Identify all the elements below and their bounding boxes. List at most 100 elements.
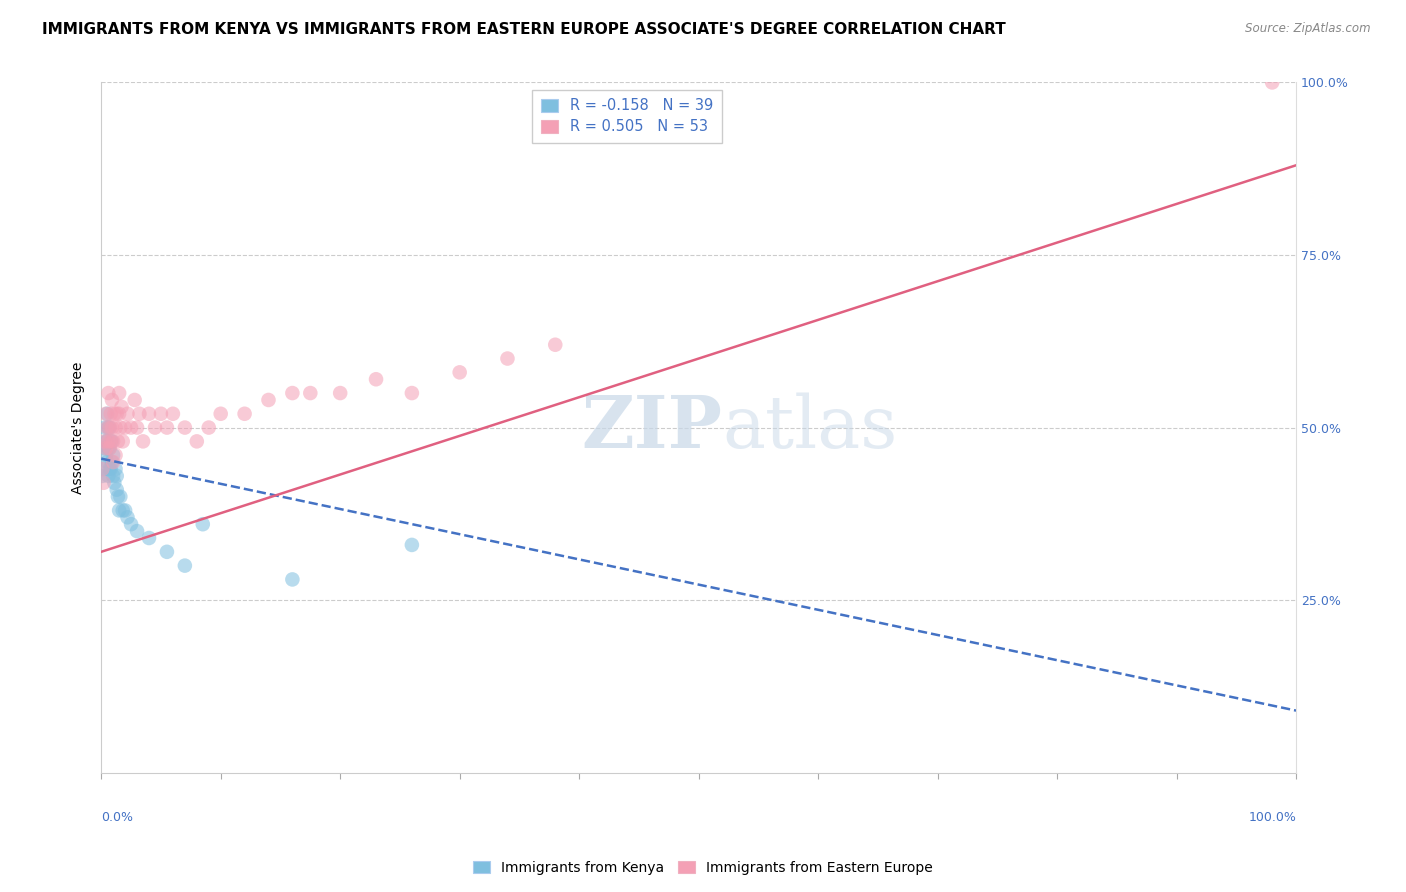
Point: [117, 407, 139, 421]
Point: [100, 434, 122, 449]
Point: [97, 386, 120, 401]
Point: [105, 483, 128, 497]
Point: [120, 517, 142, 532]
Point: [94, 434, 117, 449]
Point: [544, 337, 567, 351]
Point: [449, 365, 471, 379]
Point: [209, 407, 232, 421]
Point: [93, 462, 115, 476]
Point: [97, 469, 120, 483]
Point: [173, 420, 195, 434]
Legend: R = -0.158   N = 39, R = 0.505   N = 53: R = -0.158 N = 39, R = 0.505 N = 53: [531, 90, 721, 143]
Point: [101, 434, 124, 449]
Point: [111, 503, 134, 517]
Point: [110, 490, 132, 504]
Point: [94, 442, 117, 456]
Text: IMMIGRANTS FROM KENYA VS IMMIGRANTS FROM EASTERN EUROPE ASSOCIATE'S DEGREE CORRE: IMMIGRANTS FROM KENYA VS IMMIGRANTS FROM…: [42, 22, 1005, 37]
Point: [156, 420, 179, 434]
Point: [107, 490, 129, 504]
Point: [108, 386, 131, 401]
Point: [364, 372, 387, 386]
Point: [94, 407, 117, 421]
Point: [125, 420, 148, 434]
Point: [401, 386, 423, 401]
Point: [162, 407, 184, 421]
Point: [114, 420, 136, 434]
Point: [107, 434, 129, 449]
Point: [105, 469, 128, 483]
Point: [103, 475, 125, 490]
Point: [124, 392, 146, 407]
Point: [97, 442, 120, 456]
Point: [281, 573, 304, 587]
Point: [98, 442, 121, 456]
Point: [104, 462, 127, 476]
Point: [138, 407, 160, 421]
Point: [105, 407, 128, 421]
Point: [110, 420, 132, 434]
Point: [104, 448, 127, 462]
Point: [186, 434, 208, 449]
Point: [197, 420, 219, 434]
Point: [257, 392, 280, 407]
Text: 0.0%: 0.0%: [101, 811, 134, 823]
Point: [281, 386, 304, 401]
Point: [1261, 75, 1284, 89]
Point: [97, 434, 120, 449]
Point: [100, 434, 122, 449]
Point: [138, 531, 160, 545]
Point: [98, 462, 121, 476]
Point: [101, 420, 124, 434]
Text: 100.0%: 100.0%: [1249, 811, 1296, 823]
Point: [233, 407, 256, 421]
Point: [125, 524, 148, 538]
Point: [103, 407, 125, 421]
Point: [401, 538, 423, 552]
Point: [96, 434, 118, 449]
Point: [98, 420, 121, 434]
Point: [143, 420, 166, 434]
Text: ZIP: ZIP: [582, 392, 723, 463]
Point: [97, 420, 120, 434]
Point: [101, 469, 124, 483]
Point: [156, 545, 179, 559]
Text: Source: ZipAtlas.com: Source: ZipAtlas.com: [1246, 22, 1371, 36]
Point: [108, 407, 131, 421]
Point: [98, 442, 121, 456]
Point: [329, 386, 352, 401]
Point: [101, 448, 124, 462]
Point: [173, 558, 195, 573]
Point: [111, 434, 134, 449]
Text: atlas: atlas: [723, 392, 898, 463]
Point: [299, 386, 322, 401]
Point: [104, 420, 127, 434]
Point: [101, 392, 124, 407]
Point: [94, 442, 117, 456]
Point: [149, 407, 172, 421]
Point: [96, 420, 118, 434]
Point: [191, 517, 214, 532]
Point: [132, 434, 155, 449]
Point: [110, 400, 132, 414]
Point: [91, 469, 114, 483]
Point: [94, 434, 117, 449]
Point: [128, 407, 150, 421]
Point: [96, 407, 118, 421]
Point: [108, 503, 131, 517]
Point: [101, 455, 124, 469]
Point: [101, 455, 124, 469]
Point: [100, 407, 122, 421]
Point: [98, 420, 121, 434]
Point: [94, 420, 117, 434]
Point: [96, 455, 118, 469]
Point: [91, 462, 114, 476]
Point: [114, 503, 136, 517]
Point: [93, 475, 115, 490]
Legend: Immigrants from Kenya, Immigrants from Eastern Europe: Immigrants from Kenya, Immigrants from E…: [468, 855, 938, 880]
Point: [496, 351, 519, 366]
Point: [117, 510, 139, 524]
Point: [94, 448, 117, 462]
Point: [100, 462, 122, 476]
Y-axis label: Associate's Degree: Associate's Degree: [72, 361, 86, 494]
Point: [101, 434, 124, 449]
